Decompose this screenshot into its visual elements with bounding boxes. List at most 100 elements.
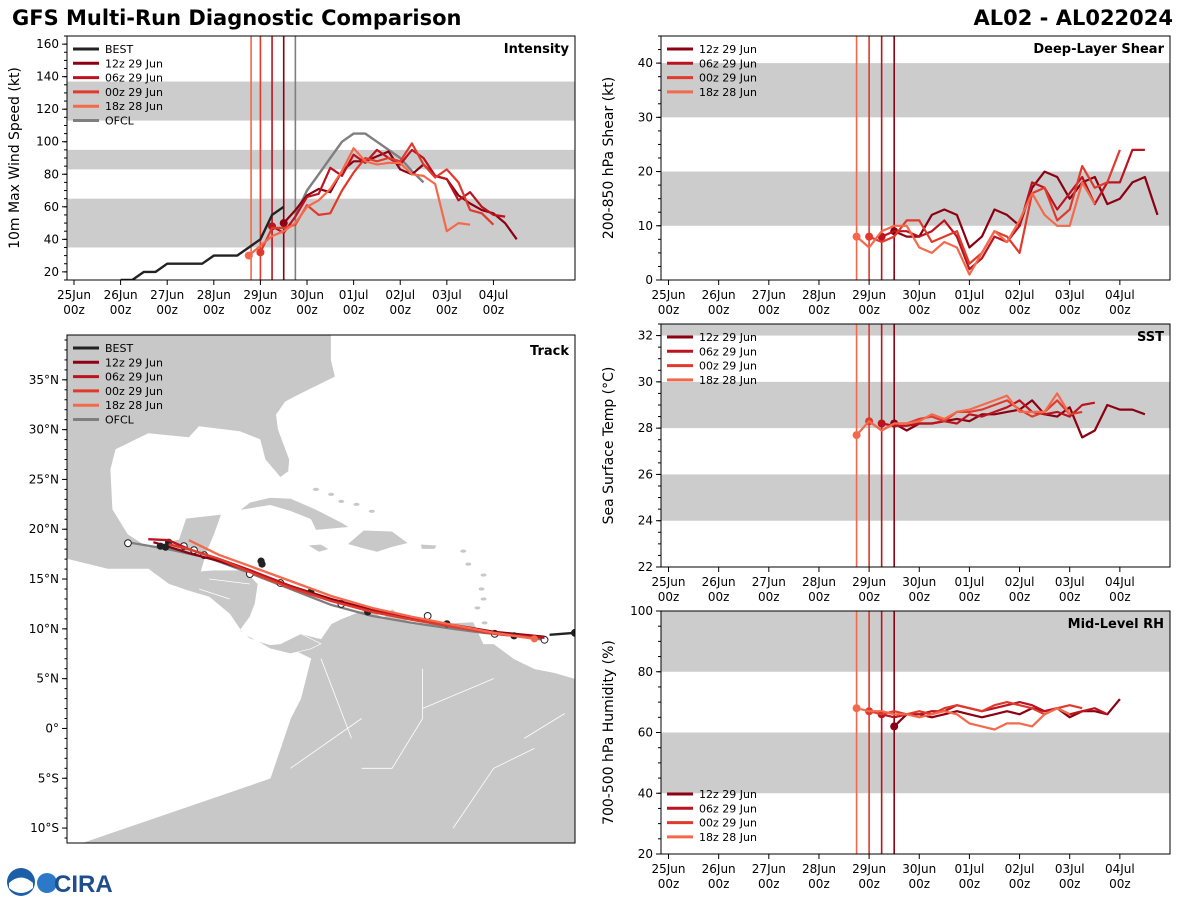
track-island <box>474 606 481 610</box>
rh-xtick-day: 26Jun <box>702 862 736 876</box>
intensity-series-group <box>120 132 518 280</box>
intensity-series-line-best <box>120 205 285 280</box>
shear-xtick-sublabel: 00z <box>758 303 780 317</box>
intensity-xtick-label: 02Jul 00z <box>385 288 415 317</box>
track-landmass <box>239 497 351 531</box>
shear-xtick-day: 01Jul <box>955 288 985 302</box>
track-lat-label: 5°S <box>38 771 59 785</box>
sst-xtick-day: 27Jun <box>752 575 786 589</box>
intensity-legend-label: 00z 29 Jun <box>105 86 163 99</box>
rh-xtick-label: 29Jun 00z <box>852 862 886 891</box>
sst-xtick-day: 04Jul <box>1105 575 1135 589</box>
sst-xtick-sublabel: 00z <box>758 590 780 604</box>
intensity-ytick-label: 120 <box>36 102 59 116</box>
sst-legend-label: 18z 28 Jun <box>699 374 757 387</box>
sst-xtick-day: 25Jun <box>652 575 686 589</box>
rh-ytick-label: 20 <box>638 847 653 861</box>
intensity-series-start-marker <box>244 251 253 260</box>
sst-xtick-sublabel: 00z <box>808 590 830 604</box>
intensity-xtick-day: 30Jun <box>290 288 324 302</box>
rh-xtick-label: 01Jul 00z <box>955 862 985 891</box>
sst-xtick-label: 25Jun 00z <box>652 575 686 604</box>
intensity-xtick-sublabel: 00z <box>343 303 365 317</box>
rh-xtick-label: 03Jul 00z <box>1055 862 1085 891</box>
rh-ytick-label: 60 <box>638 726 653 740</box>
rh-xtick-day: 30Jun <box>902 862 936 876</box>
intensity-xtick-sublabel: 00z <box>483 303 505 317</box>
track-position-marker <box>530 635 538 643</box>
sst-xtick-label: 02Jul 00z <box>1005 575 1035 604</box>
rh-legend-label: 00z 29 Jun <box>699 817 757 830</box>
sst-xtick-label: 28Jun 00z <box>802 575 836 604</box>
rh-title: Mid-Level RH <box>1068 617 1164 632</box>
shear-xtick-sublabel: 00z <box>1059 303 1081 317</box>
sst-xtick-day: 02Jul <box>1005 575 1035 589</box>
shear-xtick-day: 04Jul <box>1105 288 1135 302</box>
track-lat-label: 5°N <box>36 672 59 686</box>
intensity-xtick-sublabel: 00z <box>436 303 458 317</box>
track-position-marker <box>161 543 170 551</box>
storm-id: AL02 - AL022024 <box>973 6 1174 30</box>
shear-xtick-label: 27Jun 00z <box>752 288 786 317</box>
cira-logo: CIRA <box>7 868 113 898</box>
track-line-run18z <box>188 539 535 640</box>
intensity-legend-label: 06z 29 Jun <box>105 72 163 85</box>
shear-ytick-label: 20 <box>638 165 653 179</box>
shear-series-line-run06z <box>881 148 1145 271</box>
track-border <box>422 678 494 709</box>
sst-xtick-sublabel: 00z <box>959 590 981 604</box>
intensity-title: Intensity <box>504 42 570 57</box>
intensity-ytick-label: 100 <box>36 135 59 149</box>
sst-xtick-label: 29Jun 00z <box>852 575 886 604</box>
intensity-xtick-day: 03Jul <box>432 288 462 302</box>
shear-xtick-sublabel: 00z <box>959 303 981 317</box>
intensity-series-start-marker <box>279 219 288 228</box>
sst-xtick-day: 01Jul <box>955 575 985 589</box>
rh-xtick-day: 01Jul <box>955 862 985 876</box>
rh-legend-label: 06z 29 Jun <box>699 802 757 815</box>
shear-band <box>661 63 1170 118</box>
intensity-xtick-day: 26Jun <box>104 288 138 302</box>
shear-xtick-sublabel: 00z <box>908 303 930 317</box>
intensity-xtick-sublabel: 00z <box>156 303 178 317</box>
intensity-xtick-day: 02Jul <box>385 288 415 302</box>
rh-xtick-day: 02Jul <box>1005 862 1035 876</box>
intensity-xtick-label: 28Jun 00z <box>197 288 231 317</box>
noaa-wave-icon <box>9 877 33 893</box>
track-island <box>368 509 375 513</box>
rh-xtick-sublabel: 00z <box>1059 877 1081 891</box>
rh-band <box>661 611 1170 672</box>
shear-xtick-label: 25Jun 00z <box>652 288 686 317</box>
rh-legend-label: 18z 28 Jun <box>699 831 757 844</box>
intensity-ytick-label: 80 <box>44 167 59 181</box>
track-lat-label: 25°N <box>29 472 59 486</box>
track-lat-label: 10°S <box>30 821 59 835</box>
sst-xtick-day: 30Jun <box>902 575 936 589</box>
track-position-marker <box>257 557 265 565</box>
shear-xtick-day: 28Jun <box>802 288 836 302</box>
rh-xtick-day: 04Jul <box>1105 862 1135 876</box>
track-legend-label: 00z 29 Jun <box>105 385 163 398</box>
intensity-series-line-run12z <box>282 150 518 240</box>
track-island <box>338 499 345 503</box>
rh-series-start-marker <box>890 722 899 731</box>
shear-xtick-label: 01Jul 00z <box>955 288 985 317</box>
sst-series-start-marker <box>877 419 886 428</box>
sst-xtick-day: 28Jun <box>802 575 836 589</box>
rh-xtick-sublabel: 00z <box>1109 877 1131 891</box>
track-border <box>290 718 362 769</box>
sst-ytick-label: 32 <box>638 329 653 343</box>
intensity-xtick-sublabel: 00z <box>63 303 85 317</box>
sst-xtick-sublabel: 00z <box>1059 590 1081 604</box>
shear-series-line-run18z <box>855 181 1096 276</box>
shear-xtick-label: 29Jun 00z <box>852 288 886 317</box>
shear-ytick-label: 10 <box>638 219 653 233</box>
track-lat-label: 10°N <box>29 622 59 636</box>
track-island <box>460 549 467 553</box>
intensity-legend-label: 12z 29 Jun <box>105 57 163 70</box>
sst-band <box>661 324 1170 336</box>
rh-xtick-sublabel: 00z <box>908 877 930 891</box>
shear-legend-label: 18z 28 Jun <box>699 86 757 99</box>
intensity-xtick-label: 01Jul 00z <box>339 288 369 317</box>
